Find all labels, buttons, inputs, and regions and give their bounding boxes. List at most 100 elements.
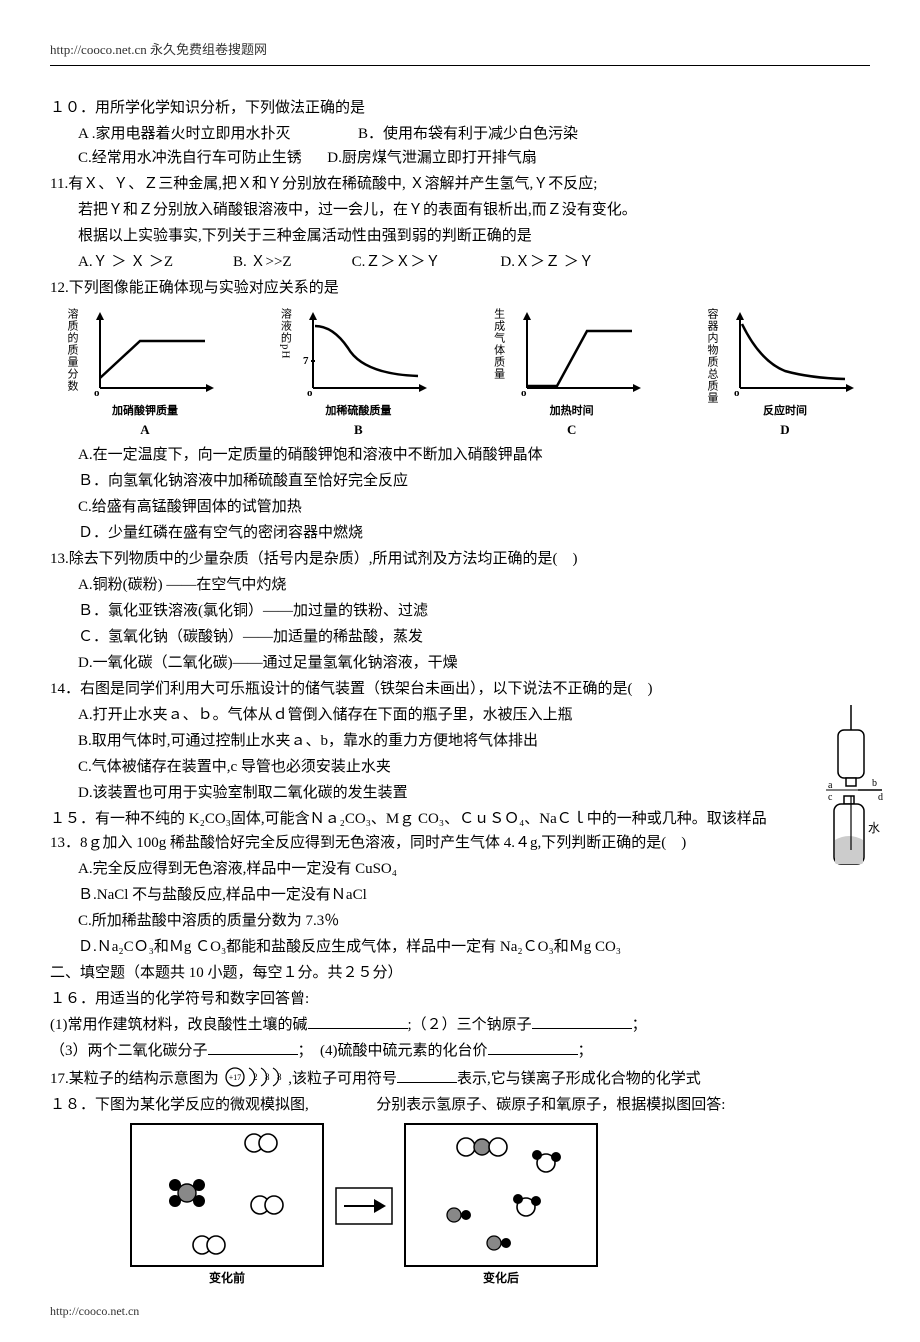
svg-text:o: o (734, 387, 740, 399)
q12-stem: 12.下列图像能正确体现与实验对应关系的是 (50, 276, 870, 300)
chart-C: 生成气体质量 o 加热时间 C (487, 306, 657, 441)
molecules-before-icon (132, 1125, 322, 1265)
q17-b: ,该粒子可用符号 (288, 1071, 397, 1087)
chartD-xlabel: 反应时间 (700, 403, 870, 421)
q10-optA: A .家用电器着火时立即用水扑灭 (78, 126, 291, 142)
reaction-arrow-icon (334, 1186, 394, 1226)
q13-optD: D.一氧化碳（二氧化碳)——通过足量氢氧化钠溶液，干燥 (50, 651, 870, 675)
chartA-xlabel: 加硝酸钾质量 (60, 403, 230, 421)
q15-optA: A.完全反应得到无色溶液,样品中一定没有 CuSO₄ (50, 857, 870, 881)
svg-text:o: o (521, 387, 527, 399)
q16-1a: (1)常用作建筑材料，改良酸性土壤的碱 (50, 1017, 308, 1033)
q18-line: １８．下图为某化学反应的微观模拟图, 分别表示氢原子、碳原子和氧原子，根据模拟图… (50, 1093, 870, 1117)
q10-optC: C.经常用水冲洗自行车可防止生锈 (78, 150, 302, 166)
header-tagline: 永久免费组卷搜题网 (147, 42, 267, 57)
q13-stem: 13.除去下列物质中的少量杂质（括号内是杂质）,所用试剂及方法均正确的是( ) (50, 547, 870, 571)
q10-row2: C.经常用水冲洗自行车可防止生锈 D.厨房煤气泄漏立即打开排气扇 (50, 146, 870, 170)
cap-after: 变化后 (404, 1269, 598, 1288)
chart-A: 溶质的质量分数 o 加硝酸钾质量 A (60, 306, 230, 441)
page-header: http://cooco.net.cn 永久免费组卷搜题网 (50, 40, 870, 63)
chartD-label: D (700, 420, 870, 441)
footer-url: http://cooco.net.cn (50, 1304, 139, 1318)
blank-16-3 (208, 1039, 298, 1055)
svg-text:a: a (828, 780, 833, 791)
atom-s1: 2 (253, 1072, 258, 1082)
q16-line2: （3）两个二氧化碳分子； (4)硫酸中硫元素的化台价； (50, 1039, 870, 1063)
q12-optD: Ｄ．少量红磷在盛有空气的密闭容器中燃烧 (50, 521, 870, 545)
blank-16-4 (488, 1039, 578, 1055)
svg-text:c: c (828, 792, 833, 803)
chart-D: 容器内物质总质量 o 反应时间 D (700, 306, 870, 441)
q16-3c: ； (578, 1043, 593, 1059)
chartB-label: B (273, 420, 443, 441)
q16-line1: (1)常用作建筑材料，改良酸性土壤的碱 ;（２）三个钠原子 ； (50, 1013, 870, 1037)
chartB-xlabel: 加稀硫酸质量 (273, 403, 443, 421)
blank-17-1 (397, 1067, 457, 1083)
q12-charts: 溶质的质量分数 o 加硝酸钾质量 A 溶液的pH (50, 306, 870, 441)
q10-optD: D.厨房煤气泄漏立即打开排气扇 (327, 150, 537, 166)
chartC-label: C (487, 420, 657, 441)
q17-a: 17.某粒子的结构示意图为 (50, 1071, 219, 1087)
q13-optA: A.铜粉(碳粉) ——在空气中灼烧 (50, 573, 870, 597)
q15-stem: １５．有一种不纯的 K₂CO₃固体,可能含Ｎａ₂CO₃、Mｇ CO₃、ＣｕＳＯ₄… (50, 807, 870, 855)
q16-stem: １６．用适当的化学符号和数字回答曾: (50, 987, 870, 1011)
chartC-xlabel: 加热时间 (487, 403, 657, 421)
q15-optD: Ｄ.Ｎa₂CＯ₃和Ｍg ＣO₃都能和盐酸反应生成气体，样品中一定有 Na₂ＣO₃… (50, 935, 870, 959)
atom-s2: 8 (265, 1072, 270, 1082)
atom-s3: 8 (277, 1072, 282, 1082)
q12-optC: C.给盛有高锰酸钾固体的试管加热 (50, 495, 870, 519)
q15-optC: C.所加稀盐酸中溶质的质量分数为 7.3％ (50, 909, 870, 933)
blank-16-1 (308, 1013, 408, 1029)
q10-stem: １０．用所学化学知识分析，下列做法正确的是 (50, 96, 870, 120)
q11-l2: 若把Ｙ和Ｚ分别放入硝酸银溶液中，过一会儿，在Ｙ的表面有银析出,而Ｚ没有变化。 (50, 198, 870, 222)
q14-optA: A.打开止水夹ａ、ｂ。气体从ｄ管倒入储存在下面的瓶子里，水被压入上瓶 (50, 703, 870, 727)
q14-stem: 14．右图是同学们利用大可乐瓶设计的储气装置（铁架台未画出），以下说法不正确的是… (50, 677, 870, 701)
q13-optB: Ｂ．氯化亚铁溶液(氯化铜）——加过量的铁粉、过滤 (50, 599, 870, 623)
q14-optB: B.取用气体时,可通过控制止水夹ａ、b，靠水的重力方便地将气体排出 (50, 729, 870, 753)
q17-line: 17.某粒子的结构示意图为 +17 2 8 8 ,该粒子可用符号表示,它与镁离子… (50, 1065, 870, 1091)
q18-a: １８．下图为某化学反应的微观模拟图, (50, 1097, 309, 1113)
q11-optA: A.Ｙ ＞ Ｘ ＞Z (78, 250, 173, 274)
chartA-svg: o (70, 306, 220, 401)
svg-text:b: b (872, 778, 877, 789)
q14-figure: a b d 水 c (818, 700, 888, 898)
q10-row1: A .家用电器着火时立即用水扑灭 B．使用布袋有利于减少白色污染 (50, 122, 870, 146)
q12-optB: Ｂ．向氢氧化钠溶液中加稀硫酸直至恰好完全反应 (50, 469, 870, 493)
blank-16-2 (532, 1013, 632, 1029)
molecule-after-box (404, 1123, 598, 1267)
q11-l1: 11.有Ｘ、Ｙ、Ｚ三种金属,把Ｘ和Ｙ分别放在稀硫酸中, Ｘ溶解并产生氢气,Ｙ不反… (50, 172, 870, 196)
q15-optB: Ｂ.NaCl 不与盐酸反应,样品中一定没有ＮaCl (50, 883, 870, 907)
svg-text:o: o (94, 387, 100, 399)
svg-text:d: d (878, 792, 883, 803)
q14-optD: D.该装置也可用于实验室制取二氧化碳的发生装置 (50, 781, 870, 805)
molecules-after-icon (406, 1125, 596, 1265)
section2-heading: 二、填空题（本题共 10 小题，每空１分。共２５分） (50, 961, 870, 985)
q11-optD: D.Ｘ＞Ｚ ＞Ｙ (500, 250, 593, 274)
q12-optA: A.在一定温度下，向一定质量的硝酸钾饱和溶液中不断加入硝酸钾晶体 (50, 443, 870, 467)
chart-B: 溶液的pH o 7 加稀硫酸质量 B (273, 306, 443, 441)
chartA-ylabel: 溶质的质量分数 (66, 308, 77, 392)
chartC-svg: o (497, 306, 647, 401)
q16-1c: ； (632, 1017, 647, 1033)
atom-nuc: +17 (228, 1073, 241, 1082)
header-url: http://cooco.net.cn (50, 42, 147, 57)
q10-optB: B．使用布袋有利于减少白色污染 (358, 126, 578, 142)
svg-text:水: 水 (868, 821, 880, 835)
q13-optC: Ｃ．氢氧化钠（碳酸钠）——加适量的稀盐酸，蒸发 (50, 625, 870, 649)
q11-optB: B. Ｘ>>Z (233, 250, 292, 274)
chartD-svg: o (710, 306, 860, 401)
chartC-ylabel: 生成气体质量 (493, 308, 504, 380)
q14-optC: C.气体被储存在装置中,c 导管也必须安装止水夹 (50, 755, 870, 779)
header-rule (50, 65, 870, 66)
page-footer: http://cooco.net.cn (50, 1302, 870, 1321)
chartB-num: 7 (303, 355, 309, 367)
cap-before: 变化前 (130, 1269, 324, 1288)
q18-b: 分别表示氢原子、碳原子和氧原子，根据模拟图回答: (376, 1097, 725, 1113)
chartB-svg: o 7 (283, 306, 433, 401)
q16-3b: ； (4)硫酸中硫元素的化台价 (298, 1043, 488, 1059)
q11-l3: 根据以上实验事实,下列关于三种金属活动性由强到弱的判断正确的是 (50, 224, 870, 248)
atom-structure-icon: +17 2 8 8 (223, 1065, 285, 1089)
svg-text:o: o (307, 387, 313, 399)
chartB-ylabel: 溶液的pH (279, 308, 290, 359)
q16-1b: ;（２）三个钠原子 (408, 1017, 532, 1033)
